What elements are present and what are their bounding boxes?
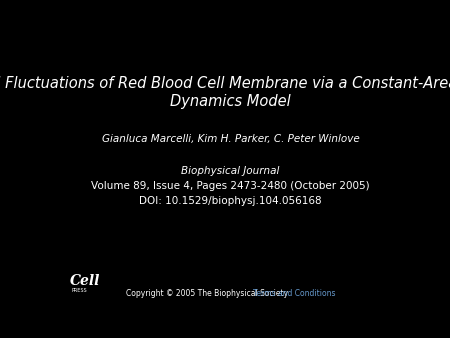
Text: Cell: Cell [70,274,101,288]
Text: Copyright © 2005 The Biophysical Society: Copyright © 2005 The Biophysical Society [126,289,291,298]
Text: Volume 89, Issue 4, Pages 2473-2480 (October 2005): Volume 89, Issue 4, Pages 2473-2480 (Oct… [91,181,370,191]
Text: Terms and Conditions: Terms and Conditions [253,289,336,298]
Text: DOI: 10.1529/biophysj.104.056168: DOI: 10.1529/biophysj.104.056168 [140,196,322,206]
Text: PRESS: PRESS [72,288,88,293]
Text: Gianluca Marcelli, Kim H. Parker, C. Peter Winlove: Gianluca Marcelli, Kim H. Parker, C. Pet… [102,135,360,144]
Text: Biophysical Journal: Biophysical Journal [181,166,280,176]
Text: Thermal Fluctuations of Red Blood Cell Membrane via a Constant-Area Particle-
Dy: Thermal Fluctuations of Red Blood Cell M… [0,76,450,109]
